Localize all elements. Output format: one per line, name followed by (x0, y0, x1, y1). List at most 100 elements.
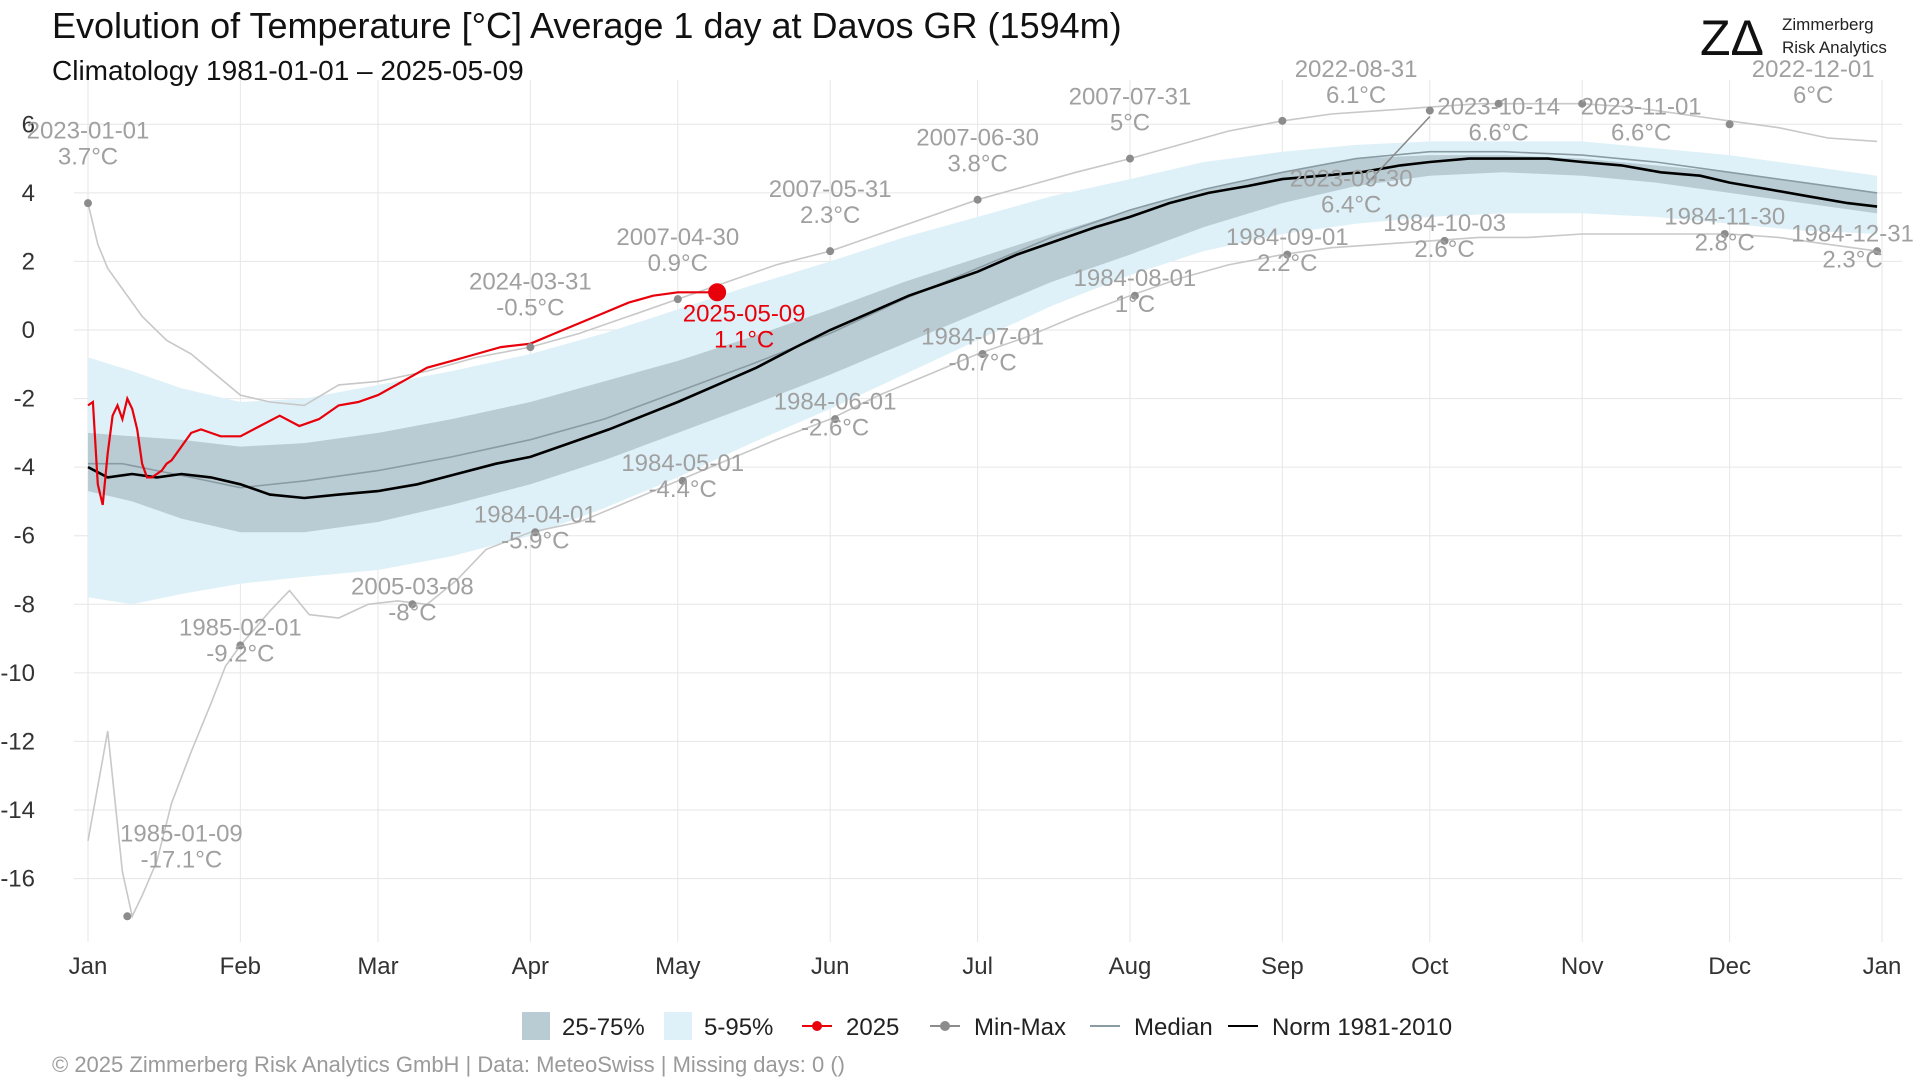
record-value-label: -9.2°C (206, 641, 274, 668)
record-value-label: -5.9°C (501, 528, 569, 555)
record-point (826, 247, 835, 256)
record-date-label: 1985-02-01 (179, 615, 302, 642)
record-point (1494, 99, 1503, 108)
logo-line-2: Risk Analytics (1782, 38, 1887, 57)
record-value-label: 6.4°C (1321, 192, 1381, 219)
legend-label-minmax: Min-Max (974, 1014, 1066, 1041)
record-date-label: 2024-03-31 (469, 268, 592, 295)
logo-mark: ZΔ (1700, 10, 1764, 66)
x-tick-label: Dec (1708, 953, 1751, 980)
legend-swatch-band_25_75 (522, 1012, 550, 1040)
logo: ZΔ Zimmerberg Risk Analytics (1700, 10, 1887, 66)
record-value-label: 0.9°C (648, 250, 708, 277)
footer-text: © 2025 Zimmerberg Risk Analytics GmbH | … (52, 1052, 845, 1077)
record-value-label: 3.7°C (58, 144, 118, 171)
record-value-label: 6.1°C (1326, 82, 1386, 109)
y-tick-label: -4 (14, 454, 35, 481)
y-tick-label: -12 (0, 728, 35, 755)
plot-area: 6 4 2 0 -2 -4 -6 -8 -10 -12 -14 -16 Jan Feb Mar Apr May J… (0, 56, 1914, 980)
record-value-label: 3.8°C (947, 150, 1007, 177)
x-tick-label: Jul (962, 953, 993, 980)
chart-title: Evolution of Temperature [°C] Average 1 … (52, 5, 1122, 46)
record-point (1125, 154, 1134, 163)
record-value-label: 2.2°C (1257, 250, 1317, 277)
y-tick-label: 0 (22, 317, 35, 344)
x-tick-label: Mar (357, 953, 398, 980)
record-date-label: 2022-08-31 (1295, 56, 1418, 83)
legend-label-current: 2025 (846, 1014, 899, 1041)
legend-swatch-band_5_95 (664, 1012, 692, 1040)
record-point (831, 415, 840, 424)
record-point (973, 195, 982, 204)
x-tick-label: Sep (1261, 953, 1304, 980)
record-value-label: -17.1°C (141, 846, 223, 873)
record-point (673, 295, 682, 304)
record-point (1578, 99, 1587, 108)
record-date-label: 2022-12-01 (1752, 56, 1875, 83)
record-date-label: 2007-04-30 (616, 224, 739, 251)
band-5-95 (88, 141, 1878, 605)
record-point (1130, 291, 1139, 300)
record-point (978, 350, 987, 358)
legend-label-norm: Norm 1981-2010 (1272, 1014, 1452, 1041)
record-point (236, 641, 245, 650)
record-date-label: 2007-05-31 (769, 176, 892, 203)
record-leader-line (1365, 116, 1431, 186)
x-tick-label: Jan (1863, 953, 1902, 980)
x-tick-label: Feb (220, 953, 261, 980)
record-point (408, 600, 417, 609)
record-date-label: 2023-01-01 (27, 118, 150, 145)
x-tick-label: Oct (1411, 953, 1449, 980)
current-point (708, 283, 727, 302)
current-date-label: 2025-05-09 (683, 300, 806, 327)
record-value-label: 6.6°C (1611, 120, 1671, 147)
x-tick-label: Jun (811, 953, 850, 980)
y-tick-label: 4 (22, 180, 35, 207)
record-value-label: 5°C (1110, 109, 1150, 136)
chart-subtitle: Climatology 1981-01-01 – 2025-05-09 (52, 55, 524, 86)
record-date-label: 1984-10-03 (1383, 210, 1506, 237)
record-value-label: -2.6°C (801, 414, 869, 441)
record-date-label: 1984-09-01 (1226, 224, 1349, 251)
y-tick-label: -2 (14, 386, 35, 413)
record-value-label: -0.5°C (496, 294, 564, 321)
record-value-label: -8°C (388, 600, 436, 627)
y-tick-label: -16 (0, 866, 35, 893)
record-point (84, 199, 92, 208)
current-year-line (87, 291, 718, 506)
record-date-label: 1984-04-01 (474, 502, 597, 529)
x-tick-label: Apr (512, 953, 549, 980)
x-tick-label: Nov (1561, 953, 1604, 980)
legend-marker-minmax (940, 1021, 950, 1031)
record-value-label: 2.6°C (1414, 236, 1474, 263)
record-point (1873, 247, 1882, 256)
legend-label-median: Median (1134, 1014, 1213, 1041)
record-date-label: 2007-07-31 (1069, 83, 1192, 110)
record-value-label: -0.7°C (948, 349, 1016, 376)
record-date-label: 2023-11-01 (1581, 94, 1702, 121)
legend-label-band_5_95: 5-95% (704, 1014, 773, 1041)
norm-line (87, 157, 1878, 500)
y-tick-label: -8 (14, 591, 35, 618)
record-date-label: 1984-08-01 (1074, 265, 1197, 292)
record-date-label: 1984-06-01 (774, 388, 897, 415)
record-point (1440, 236, 1449, 245)
logo-line-1: Zimmerberg (1782, 15, 1874, 34)
legend-marker-current (812, 1021, 822, 1031)
y-tick-label: 6 (22, 111, 35, 138)
record-date-label: 2023-10-14 (1437, 94, 1560, 121)
legend: 25-75% 5-95% 2025 Min-Max Median Norm 1981-20… (522, 1012, 1452, 1041)
legend-label-band_25_75: 25-75% (562, 1014, 645, 1041)
record-date-label: 2005-03-08 (351, 574, 474, 601)
record-value-label: 2.3°C (1822, 246, 1882, 273)
record-point (1725, 120, 1734, 129)
record-date-label: 1984-11-30 (1664, 203, 1785, 230)
record-date-label: 1984-12-31 (1791, 220, 1914, 247)
record-point (526, 343, 535, 352)
record-point (1425, 106, 1434, 115)
record-date-label: 1985-01-09 (120, 820, 243, 847)
x-tick-label: Jan (69, 953, 108, 980)
record-value-label: -4.4°C (649, 476, 717, 503)
record-date-label: 2023-09-30 (1290, 166, 1413, 193)
